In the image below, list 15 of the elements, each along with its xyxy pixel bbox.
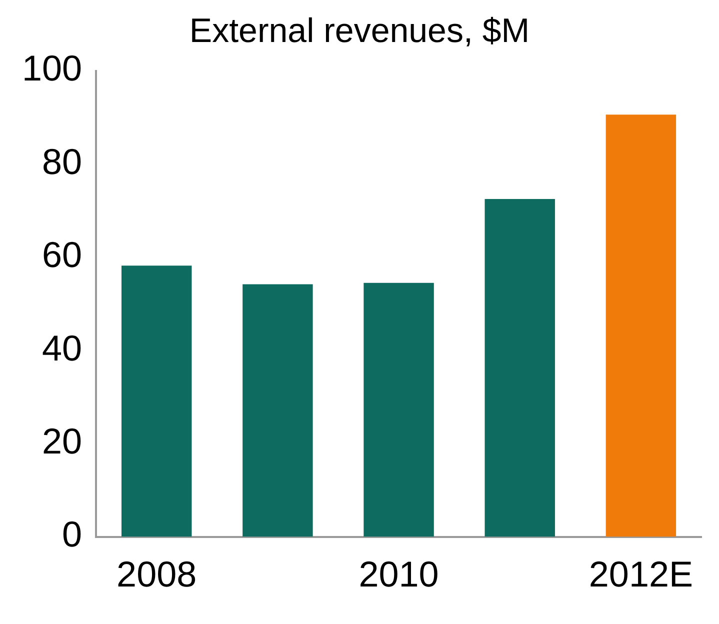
bar <box>364 282 434 537</box>
y-tick-label: 40 <box>42 327 82 368</box>
bar <box>606 114 676 537</box>
x-tick-label: 2008 <box>116 553 197 594</box>
bar <box>121 266 192 537</box>
y-tick-label: 0 <box>62 514 82 555</box>
x-tick-label: 2010 <box>358 553 439 594</box>
y-tick-label: 100 <box>22 48 82 89</box>
y-tick-label: 80 <box>42 140 82 182</box>
y-tick-label: 60 <box>42 234 82 276</box>
chart-title: External revenues, $M <box>189 12 530 50</box>
y-tick-label: 20 <box>42 420 82 462</box>
bar <box>484 198 555 537</box>
bar <box>242 284 313 537</box>
x-tick-label: 2012E <box>588 553 694 594</box>
